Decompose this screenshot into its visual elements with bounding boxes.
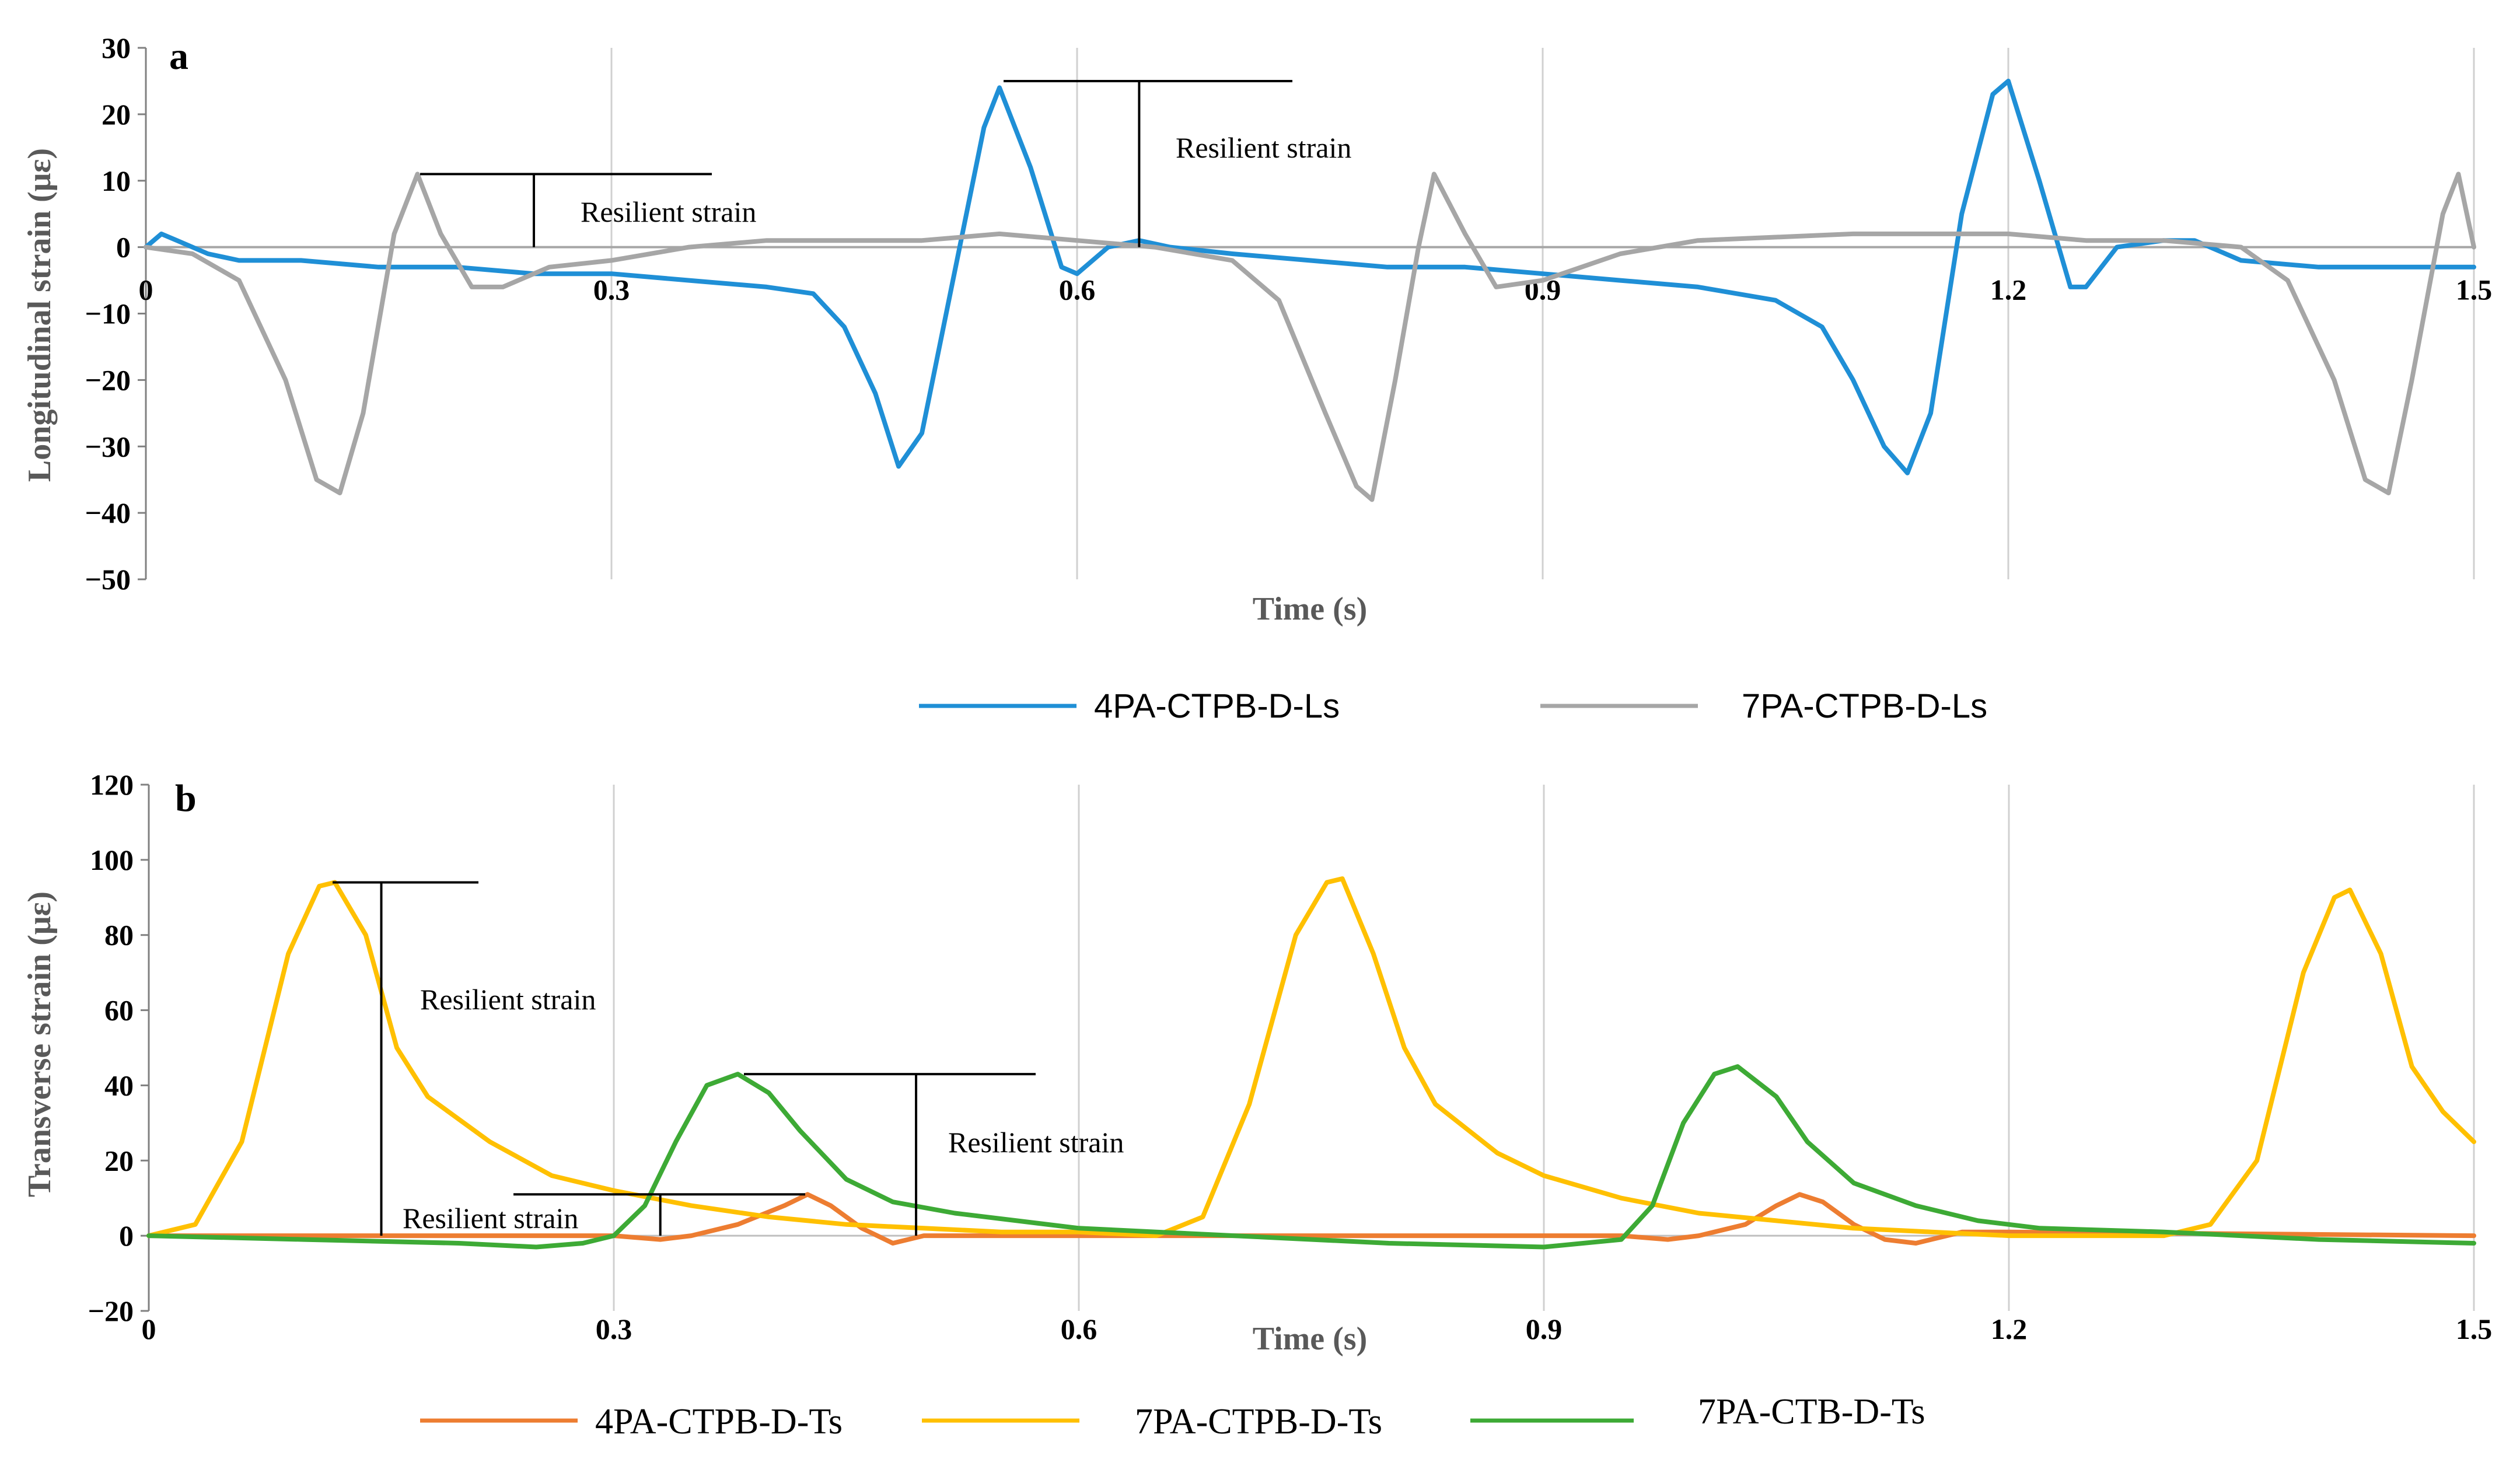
b-series-line-0 (146, 1192, 2476, 1246)
b-y-tick-label-2: 80 (104, 919, 134, 952)
b-series-lines (146, 876, 2476, 1250)
b-x-tick-label-4: 1.2 (1991, 1313, 2028, 1345)
a-y-tick-label-4: −10 (85, 298, 131, 330)
a-x-tick-label-2: 0.6 (1059, 274, 1096, 306)
b-x-tick-label-3: 0.9 (1526, 1313, 1563, 1345)
b-y-tick-label-3: 60 (104, 994, 134, 1027)
a-legend-label-7pa: 7PA-CTPB-D-Ls (1742, 687, 1987, 725)
b-x-tick-label-5: 1.5 (2456, 1313, 2493, 1345)
a-y-tick-label-7: −40 (85, 496, 131, 529)
a-y-tick-label-3: 0 (116, 231, 131, 264)
b-x-axis-title: Time (s) (1253, 1321, 1368, 1357)
a-series-lines (144, 78, 2476, 502)
b-annotation-label-1: Resilient strain (948, 1126, 1124, 1159)
a-annotation-label-0: Resilient strain (581, 195, 756, 228)
a-x-tick-label-1: 0.3 (593, 274, 630, 306)
b-legend-label-7pactb: 7PA-CTB-D-Ts (1698, 1392, 1925, 1432)
a-legend-label-4pa: 4PA-CTPB-D-Ls (1094, 687, 1340, 725)
a-y-tick-label-8: −50 (85, 563, 131, 596)
b-series-line-2 (146, 1064, 2476, 1250)
a-y-tick-label-2: 10 (102, 165, 131, 197)
b-annotation-label-0: Resilient strain (420, 983, 596, 1016)
a-y-tick-label-5: −20 (85, 363, 131, 396)
b-legend-label-7pa: 7PA-CTPB-D-Ts (1135, 1402, 1382, 1442)
a-x-tick-label-0: 0 (139, 274, 153, 306)
a-x-tick-label-4: 1.2 (1990, 274, 2027, 306)
a-y-axis-title: Longitudinal strain (με) (22, 148, 58, 482)
a-y-tick-labels: 30 20 10 0 −10 −20 −30 −40 −50 (85, 32, 131, 596)
b-y-tick-label-7: −20 (88, 1295, 134, 1327)
b-series-line-1 (146, 876, 2476, 1239)
b-y-tick-label-6: 0 (119, 1219, 134, 1252)
b-y-tick-label-0: 120 (90, 768, 134, 801)
a-x-axis-title: Time (s) (1253, 591, 1368, 627)
b-y-tick-label-5: 20 (104, 1144, 134, 1177)
b-panel-label: b (175, 777, 197, 820)
a-x-tick-label-5: 1.5 (2456, 274, 2493, 306)
b-legend: 4PA-CTPB-D-Ts 7PA-CTPB-D-Ts 7PA-CTB-D-Ts (420, 1392, 1925, 1442)
a-legend: 4PA-CTPB-D-Ls 7PA-CTPB-D-Ls (919, 687, 1987, 725)
a-panel-label: a (169, 35, 188, 78)
b-y-tick-label-4: 40 (104, 1069, 134, 1101)
a-y-tick-label-6: −30 (85, 430, 131, 463)
a-y-tick-label-1: 20 (102, 98, 131, 131)
b-y-tick-labels: 120 100 80 60 40 20 0 −20 (88, 768, 134, 1327)
b-y-tick-label-1: 100 (90, 844, 134, 876)
b-y-axis-title: Transverse strain (με) (22, 891, 58, 1197)
a-y-tick-label-0: 30 (102, 32, 131, 64)
b-x-tick-labels: 0 0.3 0.6 0.9 1.2 1.5 (142, 1313, 2493, 1345)
a-annotation-label-1: Resilient strain (1176, 131, 1351, 164)
b-x-tick-label-0: 0 (142, 1313, 156, 1345)
b-x-tick-label-2: 0.6 (1061, 1313, 1098, 1345)
a-series-line-1 (144, 172, 2476, 502)
a-annotations: Resilient strain Resilient strain (420, 79, 1351, 247)
b-legend-label-4pa: 4PA-CTPB-D-Ts (595, 1402, 843, 1442)
b-annotation-label-2: Resilient strain (403, 1202, 578, 1234)
b-x-tick-label-1: 0.3 (596, 1313, 632, 1345)
b-annotations: Resilient strain Resilient strain Resilien… (333, 881, 1124, 1236)
a-series-line-0 (144, 78, 2476, 475)
